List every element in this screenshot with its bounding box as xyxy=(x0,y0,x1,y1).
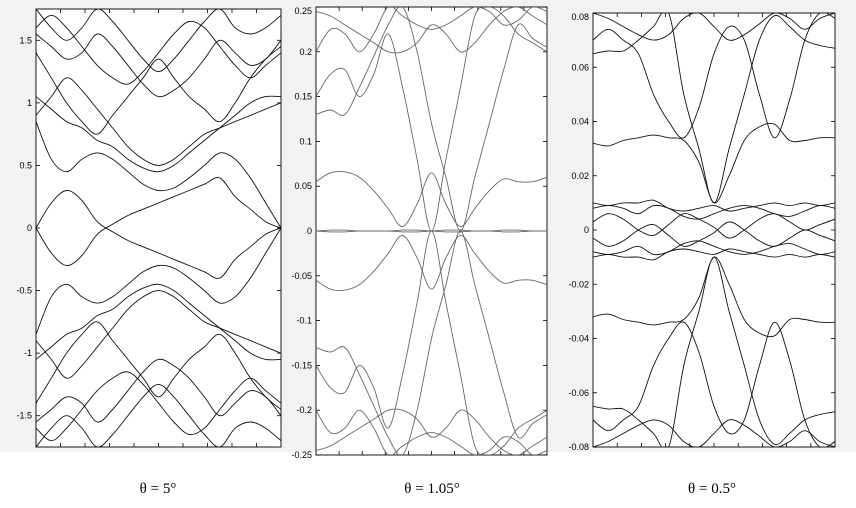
band-line-9 xyxy=(593,13,835,204)
band-line-8 xyxy=(316,230,547,455)
band-line-11 xyxy=(36,33,281,98)
plot-frame xyxy=(592,12,836,448)
series-group xyxy=(36,9,281,447)
band-line-12 xyxy=(593,321,835,447)
band-line-9 xyxy=(316,7,547,53)
band-line-9 xyxy=(36,46,281,135)
y-tick-label: -0.04 xyxy=(568,334,589,344)
y-tick-label: 0.04 xyxy=(571,117,589,127)
band-line-10 xyxy=(316,409,547,455)
band-line-12 xyxy=(36,358,281,423)
band-line-10 xyxy=(593,256,835,447)
y-tick-label: -0.02 xyxy=(568,279,589,289)
y-tick-label: -0.06 xyxy=(568,388,589,398)
y-tick-label: -0.5 xyxy=(16,286,32,296)
band-line-11 xyxy=(593,13,835,139)
band-line-7 xyxy=(36,95,281,173)
panel-theta-0-5: -0.08 -0.06 -0.04 -0.02 0 0.02 0.04 0.06 0.08 xyxy=(568,12,836,452)
band-line-4 xyxy=(593,221,835,247)
band-line-11 xyxy=(316,7,547,54)
caption-theta-1-05: θ = 1.05° xyxy=(404,481,459,497)
y-tick-label: 1 xyxy=(27,98,32,108)
y-tick-label: -0.05 xyxy=(291,271,312,281)
y-tick-label: -0.2 xyxy=(296,405,312,415)
y-tick-label: 0.05 xyxy=(294,181,312,191)
y-tick-label: -1 xyxy=(24,348,32,358)
y-tick-label: 0.2 xyxy=(299,47,312,57)
y-tick-label: -0.1 xyxy=(296,316,312,326)
band-line-6 xyxy=(316,230,547,455)
band-line-14 xyxy=(593,419,835,447)
y-tick-label: 0.08 xyxy=(571,12,589,22)
y-tick-label: -0.08 xyxy=(568,442,589,452)
plot-frame xyxy=(35,8,282,448)
x-axis xyxy=(60,9,257,447)
band-line-5 xyxy=(593,199,835,212)
series-group xyxy=(316,7,547,455)
y-tick-label: 0.5 xyxy=(19,160,32,170)
y-tick-label: 0.1 xyxy=(299,136,312,146)
caption-theta-0-5: θ = 0.5° xyxy=(688,481,736,497)
band-line-2 xyxy=(593,240,835,256)
band-line-1 xyxy=(593,204,835,220)
band-line-3 xyxy=(316,170,547,227)
band-line-3 xyxy=(593,213,835,239)
band-line-16 xyxy=(36,371,281,442)
band-line-5 xyxy=(316,7,547,232)
band-line-8 xyxy=(36,283,281,361)
series-group xyxy=(593,13,835,447)
band-line-13 xyxy=(36,9,281,73)
panel-theta-1-05: -0.25 -0.2 -0.15 -0.1 -0.05 0 0.05 0.1 0.15 0.2 0.… xyxy=(291,6,548,460)
band-line-5 xyxy=(36,77,281,166)
y-axis: -1.5 -1 -0.5 0 0.5 1 1.5 xyxy=(16,35,281,421)
y-tick-label: 0.02 xyxy=(571,171,589,181)
band-line-12 xyxy=(316,408,547,455)
band-line-10 xyxy=(36,321,281,410)
band-line-6 xyxy=(593,248,835,261)
y-tick-label: 0.25 xyxy=(294,6,312,16)
y-tick-label: -1.5 xyxy=(16,411,32,421)
y-tick-label: 0 xyxy=(27,223,32,233)
y-tick-label: 0 xyxy=(307,226,312,236)
y-tick-label: 0 xyxy=(584,225,589,235)
y-tick-label: 0.06 xyxy=(571,62,589,72)
caption-theta-5: θ = 5° xyxy=(140,481,177,497)
band-line-1 xyxy=(36,190,281,279)
band-line-4 xyxy=(36,227,281,335)
band-line-4 xyxy=(316,235,547,292)
y-tick-label: -0.25 xyxy=(291,450,312,460)
band-line-15 xyxy=(36,14,281,85)
y-tick-label: 0.15 xyxy=(294,92,312,102)
panel-theta-5: -1.5 -1 -0.5 0 0.5 1 1.5 xyxy=(16,8,282,448)
y-tick-label: -0.15 xyxy=(291,360,312,370)
band-line-13 xyxy=(593,13,835,41)
y-tick-label: 1.5 xyxy=(19,35,32,45)
y-axis: -0.08 -0.06 -0.04 -0.02 0 0.02 0.04 0.06 0.08 xyxy=(568,12,835,452)
band-line-3 xyxy=(36,121,281,229)
band-line-6 xyxy=(36,290,281,379)
band-line-14 xyxy=(36,383,281,447)
band-line-2 xyxy=(36,177,281,266)
